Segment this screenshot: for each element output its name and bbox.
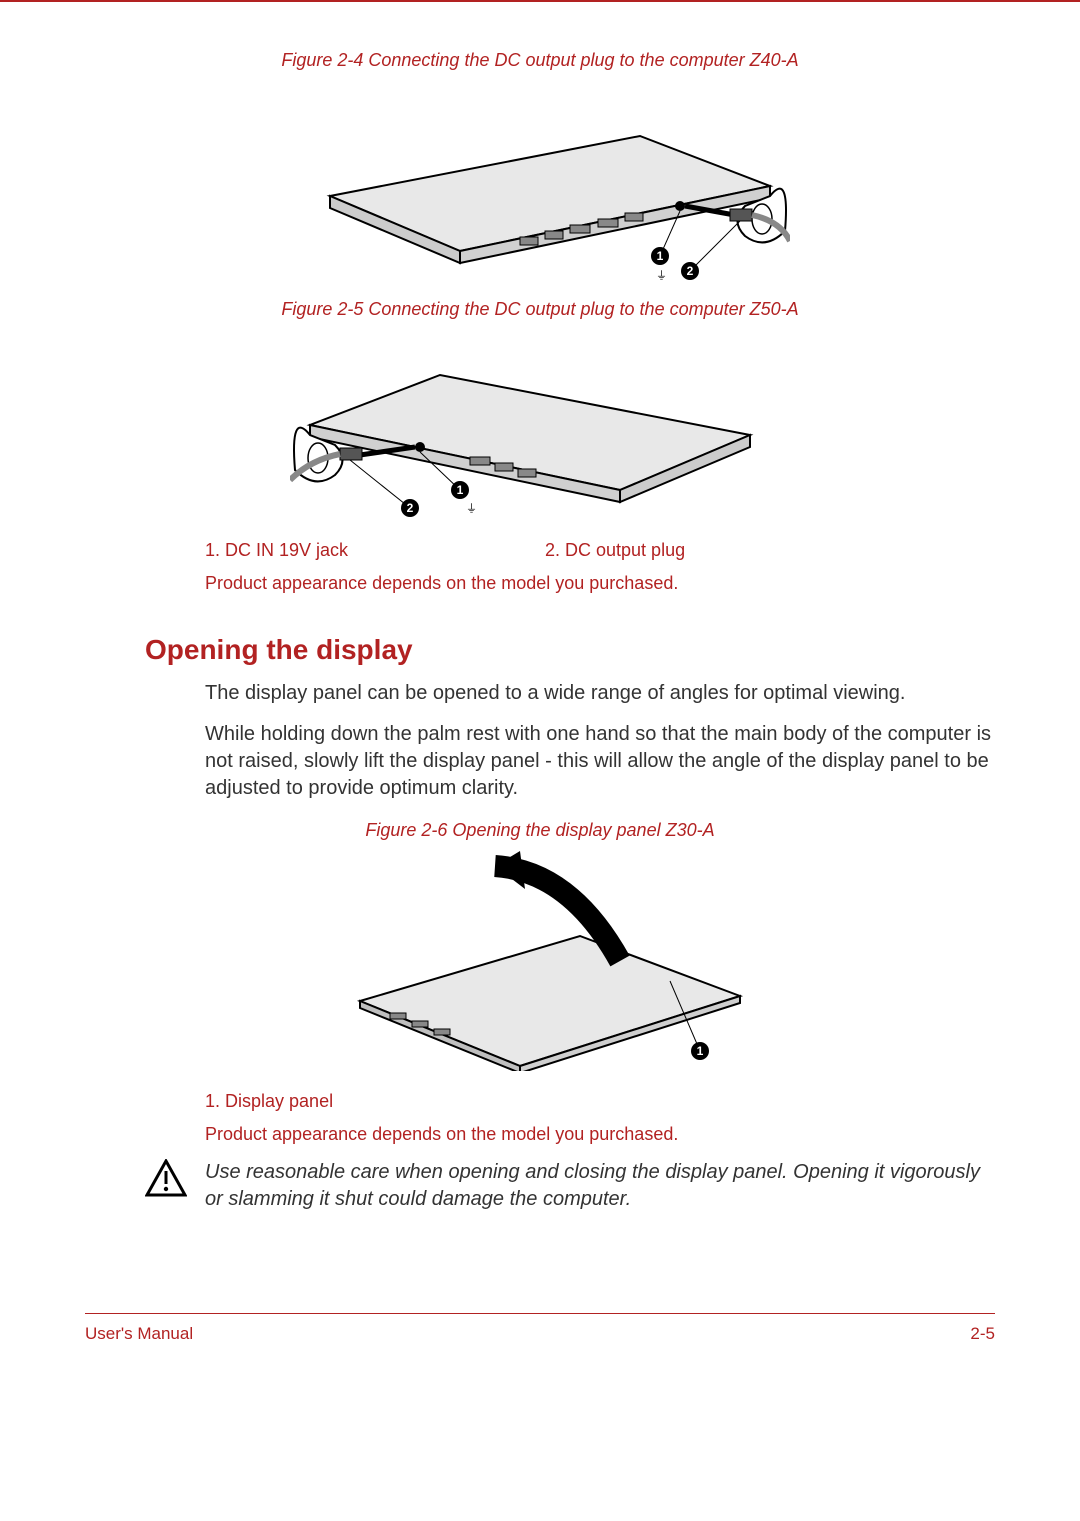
figure-2-5-caption: Figure 2-5 Connecting the DC output plug… (85, 299, 995, 320)
figure-2-4-illustration: 1 ⏚ 2 (290, 81, 790, 281)
legend-1-item-1: 1. DC IN 19V jack (205, 540, 545, 561)
svg-text:2: 2 (687, 264, 694, 278)
warning-icon (145, 1159, 187, 1199)
para-2: While holding down the palm rest with on… (205, 721, 995, 802)
page-footer: User's Manual 2-5 (85, 1313, 995, 1344)
svg-text:2: 2 (407, 501, 414, 515)
svg-text:1: 1 (697, 1044, 704, 1058)
svg-text:1: 1 (457, 483, 464, 497)
footer-right: 2-5 (970, 1324, 995, 1344)
footer-left: User's Manual (85, 1324, 193, 1344)
legend-2: 1. Display panel (205, 1091, 995, 1112)
legend-1-item-2: 2. DC output plug (545, 540, 685, 561)
svg-text:⏚: ⏚ (466, 502, 477, 515)
figure-2-5-illustration: 1 ⏚ 2 (290, 330, 790, 520)
figure-2-4-caption: Figure 2-4 Connecting the DC output plug… (85, 50, 995, 71)
legend-1: 1. DC IN 19V jack 2. DC output plug (205, 540, 995, 561)
section-heading-opening-display: Opening the display (145, 634, 995, 666)
warning-block: Use reasonable care when opening and clo… (145, 1159, 995, 1213)
svg-text:1: 1 (657, 249, 664, 263)
page: Figure 2-4 Connecting the DC output plug… (0, 0, 1080, 1384)
legend-2-item-1: 1. Display panel (205, 1091, 333, 1112)
figure-2-6-illustration: 1 (320, 851, 760, 1071)
appearance-note-2: Product appearance depends on the model … (205, 1124, 995, 1145)
warning-text: Use reasonable care when opening and clo… (205, 1159, 995, 1213)
svg-text:⏚: ⏚ (656, 269, 667, 281)
para-1: The display panel can be opened to a wid… (205, 680, 995, 707)
appearance-note-1: Product appearance depends on the model … (205, 573, 995, 594)
figure-2-6-caption: Figure 2-6 Opening the display panel Z30… (85, 820, 995, 841)
